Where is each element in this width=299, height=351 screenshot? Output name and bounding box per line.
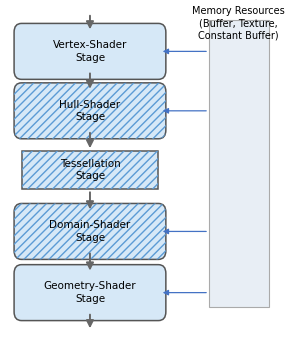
- FancyBboxPatch shape: [14, 24, 166, 79]
- Text: Memory Resources
(Buffer, Texture,
Constant Buffer): Memory Resources (Buffer, Texture, Const…: [192, 6, 285, 41]
- FancyBboxPatch shape: [14, 83, 166, 139]
- FancyBboxPatch shape: [22, 151, 158, 190]
- Text: Vertex-Shader
Stage: Vertex-Shader Stage: [53, 40, 127, 62]
- FancyBboxPatch shape: [14, 265, 166, 320]
- Text: Geometry-Shader
Stage: Geometry-Shader Stage: [44, 282, 136, 304]
- FancyBboxPatch shape: [209, 20, 269, 307]
- FancyBboxPatch shape: [14, 204, 166, 259]
- Text: Domain-Shader
Stage: Domain-Shader Stage: [49, 220, 131, 243]
- Text: Hull-Shader
Stage: Hull-Shader Stage: [60, 100, 120, 122]
- Text: Tessellation
Stage: Tessellation Stage: [60, 159, 120, 181]
